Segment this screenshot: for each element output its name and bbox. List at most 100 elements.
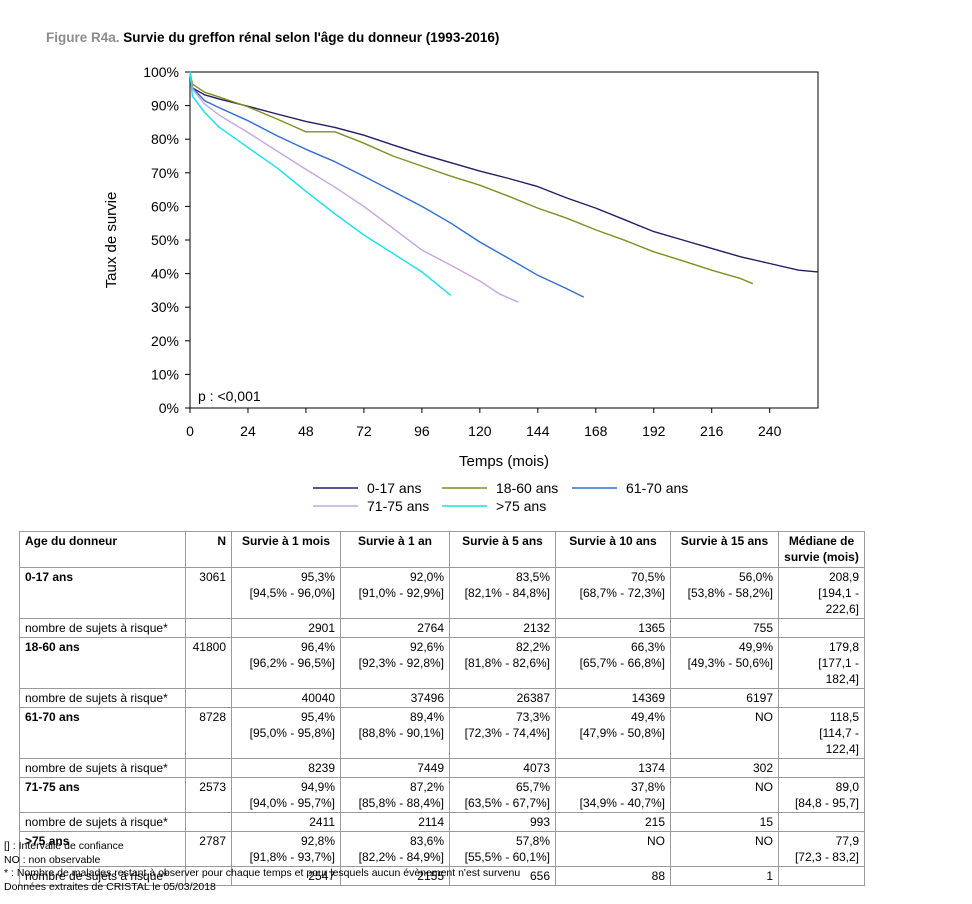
at-risk-count: 755	[670, 618, 779, 638]
survival-value: 56,0%	[738, 570, 773, 584]
confidence-interval: [85,8% - 88,4%]	[358, 796, 444, 810]
at-risk-count: 88	[555, 866, 671, 886]
at-risk-count: 302	[670, 758, 779, 778]
survival-value: 70,5%	[630, 570, 665, 584]
confidence-interval: [94,5% - 96,0%]	[249, 586, 335, 600]
survival-value: 92,8%	[300, 834, 335, 848]
n-value: 2573	[185, 777, 232, 813]
survival-cell: 56,0% [53,8% - 58,2%]	[670, 567, 779, 619]
at-risk-count: 2132	[449, 618, 556, 638]
survival-cell: 37,8% [34,9% - 40,7%]	[555, 777, 671, 813]
confidence-interval: [34,9% - 40,7%]	[579, 796, 665, 810]
risk-row-label: nombre de sujets à risque*	[19, 812, 186, 832]
survival-value: 73,3%	[515, 710, 550, 724]
y-tick-label: 100%	[143, 64, 179, 80]
survival-cell: 87,2% [85,8% - 88,4%]	[340, 777, 450, 813]
at-risk-count: 40040	[231, 688, 341, 708]
y-tick-label: 10%	[151, 366, 179, 382]
survival-cell: 96,4% [96,2% - 96,5%]	[231, 637, 341, 689]
y-tick-label: 90%	[151, 98, 179, 114]
age-group-label: 18-60 ans	[19, 637, 186, 689]
series-line-1	[189, 71, 819, 273]
survival-value: 49,4%	[630, 710, 665, 724]
at-risk-count: 37496	[340, 688, 450, 708]
x-tick-label: 96	[414, 423, 430, 439]
column-header: Survie à 1 mois	[231, 531, 341, 568]
at-risk-count	[778, 812, 865, 832]
footnote-line: [] : Intervalle de confiance	[4, 840, 124, 852]
x-tick-label: 72	[356, 423, 372, 439]
confidence-interval: [72,3 - 83,2]	[794, 850, 859, 864]
survival-cell: 208,9 [194,1 - 222,6]	[778, 567, 865, 619]
survival-value: 94,9%	[300, 780, 335, 794]
survival-value: 37,8%	[630, 780, 665, 794]
table-row: 0-17 ans 3061 95,3% [94,5% - 96,0%] 92,0% [91…	[19, 567, 865, 619]
survival-value: 65,7%	[515, 780, 550, 794]
y-tick-label: 70%	[151, 165, 179, 181]
legend-label-3: 61-70 ans	[626, 480, 688, 496]
confidence-interval: [63,5% - 67,7%]	[464, 796, 550, 810]
y-tick-label: 30%	[151, 299, 179, 315]
table-row: 61-70 ans 8728 95,4% [95,0% - 95,8%] 89,4% [8…	[19, 707, 865, 759]
risk-row: nombre de sujets à risque* 2411 2114 993 215…	[19, 812, 865, 832]
age-group-label: 0-17 ans	[19, 567, 186, 619]
survival-cell: 66,3% [65,7% - 66,8%]	[555, 637, 671, 689]
survival-cell: 89,4% [88,8% - 90,1%]	[340, 707, 450, 759]
survival-value: 77,9	[835, 834, 859, 848]
confidence-interval	[676, 849, 773, 865]
figure-title: Figure R4a. Survie du greffon rénal selo…	[46, 30, 499, 45]
risk-row: nombre de sujets à risque* 2547 2155 656 88 1	[19, 866, 865, 886]
at-risk-count	[778, 866, 865, 886]
survival-cell: 83,5% [82,1% - 84,8%]	[449, 567, 556, 619]
survival-cell: NO	[555, 831, 671, 867]
confidence-interval: [68,7% - 72,3%]	[579, 586, 665, 600]
x-tick-label: 216	[700, 423, 724, 439]
footnotes: [] : Intervalle de confiance NO : non obs…	[4, 840, 520, 894]
x-tick-label: 48	[298, 423, 314, 439]
confidence-interval	[676, 795, 773, 811]
column-header: N	[185, 531, 232, 568]
confidence-interval: [91,8% - 93,7%]	[249, 850, 335, 864]
column-header: Survie à 5 ans	[449, 531, 556, 568]
survival-cell: 82,2% [81,8% - 82,6%]	[449, 637, 556, 689]
confidence-interval: [91,0% - 92,9%]	[358, 586, 444, 600]
confidence-interval: [96,2% - 96,5%]	[249, 656, 335, 670]
legend-label-1: 0-17 ans	[367, 480, 421, 496]
legend-label-5: >75 ans	[496, 498, 546, 514]
series-line-5	[189, 71, 452, 296]
at-risk-count: 2764	[340, 618, 450, 638]
series-line-4	[189, 71, 519, 303]
at-risk-count	[778, 688, 865, 708]
y-axis-label: Taux de survie	[103, 192, 120, 289]
y-tick-label: 0%	[159, 400, 179, 416]
risk-row: nombre de sujets à risque* 2901 2764 2132 13…	[19, 618, 865, 638]
survival-cell: 95,4% [95,0% - 95,8%]	[231, 707, 341, 759]
footnote-line: * : Nombre de malades restant à observer…	[4, 867, 521, 879]
risk-row: nombre de sujets à risque* 40040 37496 2638…	[19, 688, 865, 708]
at-risk-count: 1	[670, 866, 779, 886]
confidence-interval: [47,9% - 50,8%]	[579, 726, 665, 740]
survival-value: 89,4%	[409, 710, 444, 724]
confidence-interval: [94,0% - 95,7%]	[249, 796, 335, 810]
at-risk-count: 7449	[340, 758, 450, 778]
confidence-interval: [177,1 - 182,4]	[818, 656, 859, 686]
x-tick-label: 192	[642, 423, 666, 439]
at-risk-count: 26387	[449, 688, 556, 708]
empty-cell	[185, 758, 232, 778]
survival-cell: 89,0 [84,8 - 95,7]	[778, 777, 865, 813]
figure-label: Figure R4a.	[46, 30, 120, 45]
survival-value: 92,6%	[409, 640, 444, 654]
survival-cell: NO	[670, 831, 779, 867]
risk-row-label: nombre de sujets à risque*	[19, 758, 186, 778]
survival-value: NO	[755, 780, 773, 794]
risk-row-label: nombre de sujets à risque*	[19, 688, 186, 708]
x-tick-label: 120	[468, 423, 492, 439]
x-tick-label: 0	[186, 423, 194, 439]
empty-cell	[185, 812, 232, 832]
survival-cell: 49,4% [47,9% - 50,8%]	[555, 707, 671, 759]
risk-row-label: nombre de sujets à risque*	[19, 618, 186, 638]
survival-cell: 65,7% [63,5% - 67,7%]	[449, 777, 556, 813]
x-tick-label: 240	[758, 423, 782, 439]
at-risk-count	[778, 618, 865, 638]
survival-value: 57,8%	[515, 834, 550, 848]
